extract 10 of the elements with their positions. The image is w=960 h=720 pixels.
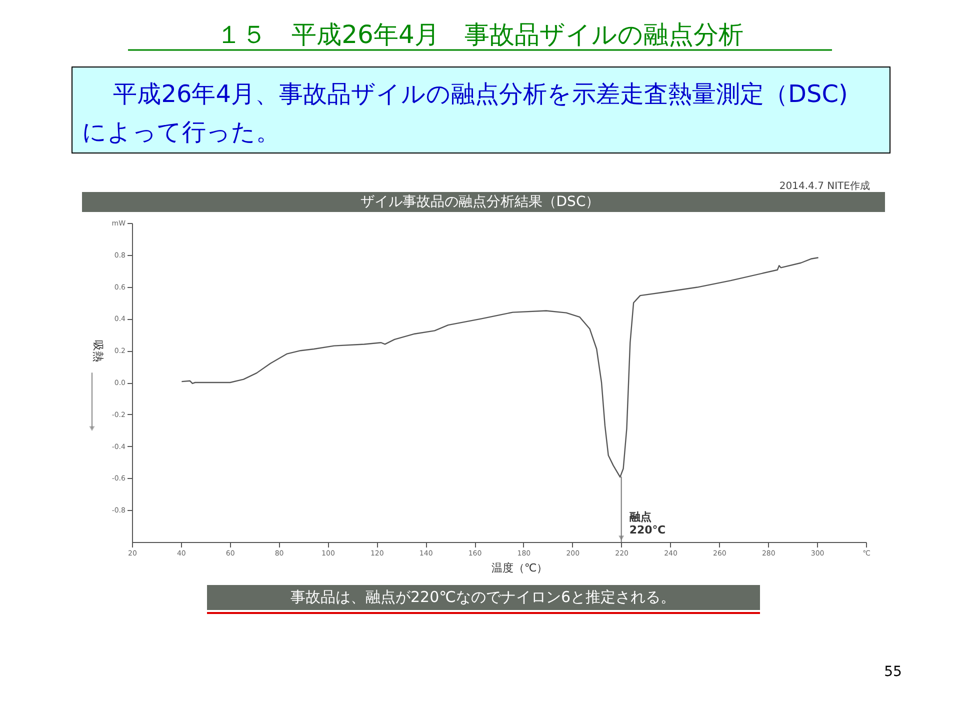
text: 55 [884, 664, 902, 680]
text: 事故品は、融点が220℃なのでナイロン6と推定される。 [290, 588, 676, 606]
y-axis-title: 吸熱 [92, 340, 104, 362]
text: 2014.4.7 NITE作成 [779, 180, 870, 192]
x-axis-title: 温度（℃） [491, 562, 548, 574]
chart-subtitle: 平成26年4月、事故品ザイルの融点分析を示差走査熱量測定（DSC)によって行った。 [82, 80, 848, 146]
chart-title: １５ 平成26年4月 事故品ザイルの融点分析 [216, 20, 744, 49]
text: ザイル事故品の融点分析結果（DSC） [360, 194, 600, 210]
annotation: 融点 220℃ [629, 510, 666, 536]
line-series [181, 257, 819, 478]
